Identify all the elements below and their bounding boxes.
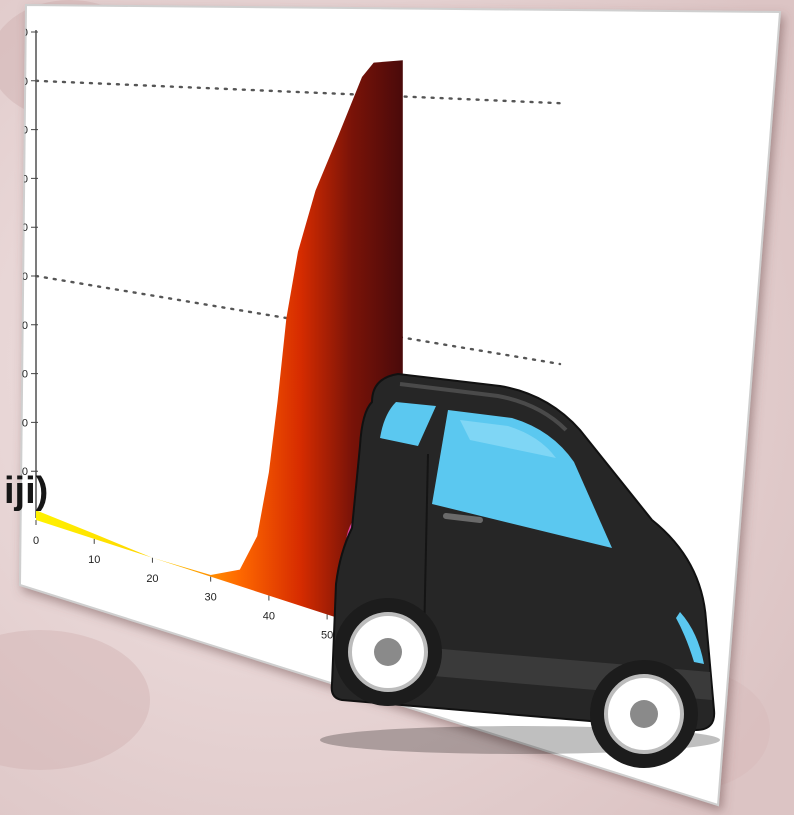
- y-tick-label: 10: [16, 466, 28, 478]
- reference-line: [34, 79, 562, 105]
- x-axis-ticks: 0 10 20 30 40 50: [33, 520, 333, 641]
- y-tick-label: 80: [16, 125, 28, 137]
- car-icon: [320, 372, 720, 768]
- overlay-partial-text: iji): [4, 470, 48, 512]
- x-tick-label: 30: [205, 592, 217, 604]
- y-tick-label: 50: [16, 271, 28, 283]
- y-tick-label: 60: [16, 222, 28, 234]
- x-tick-label: 50: [321, 629, 333, 641]
- reference-lines: [34, 79, 562, 366]
- area-series: [36, 60, 403, 640]
- y-tick-label: 20: [16, 417, 28, 429]
- x-tick-label: 20: [146, 573, 158, 585]
- reference-line: [34, 274, 562, 366]
- x-tick-label: 40: [263, 611, 275, 623]
- y-tick-label: 90: [16, 76, 28, 88]
- y-tick-label: 70: [16, 173, 28, 185]
- y-tick-label: 30: [16, 369, 28, 381]
- x-tick-label: 0: [33, 535, 39, 547]
- x-tick-label: 10: [88, 554, 100, 566]
- y-tick-label: 40: [16, 320, 28, 332]
